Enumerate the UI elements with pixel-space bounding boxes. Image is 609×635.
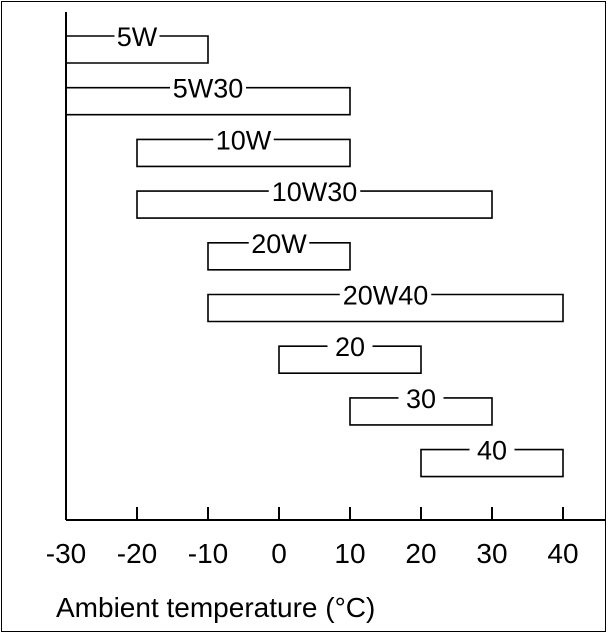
bar-10W: 10W (137, 125, 350, 166)
bar-20: 20 (279, 332, 421, 373)
bar-5W: 5W (66, 22, 208, 63)
x-tick-label: -30 (46, 538, 86, 569)
bar-label: 40 (477, 436, 507, 466)
bar-label: 20W40 (343, 281, 429, 311)
x-tick-label: 40 (547, 538, 578, 569)
bar-5W30: 5W30 (66, 74, 350, 115)
x-axis-title: Ambient temperature (°C) (56, 592, 375, 623)
bar-label: 20 (335, 332, 365, 362)
bar-label: 5W (117, 22, 158, 52)
x-tick-label: 10 (334, 538, 365, 569)
x-tick-label: -20 (117, 538, 157, 569)
bar-20W40: 20W40 (208, 281, 563, 322)
x-axis-ticks (137, 507, 563, 520)
bar-label: 10W (216, 125, 272, 155)
bar-40: 40 (421, 436, 563, 477)
x-axis-tick-labels: -30 -20 -10 0 10 20 30 40 (46, 538, 579, 569)
bar-label: 10W30 (272, 177, 358, 207)
bar-10W30: 10W30 (137, 177, 492, 218)
bar-label: 20W (251, 229, 307, 259)
bar-20W: 20W (208, 229, 350, 270)
bar-30: 30 (350, 384, 492, 425)
x-tick-label: -10 (188, 538, 228, 569)
x-tick-label: 0 (271, 538, 287, 569)
bar-label: 5W30 (173, 74, 244, 104)
x-tick-label: 30 (476, 538, 507, 569)
x-tick-label: 20 (405, 538, 436, 569)
bar-label: 30 (406, 384, 436, 414)
